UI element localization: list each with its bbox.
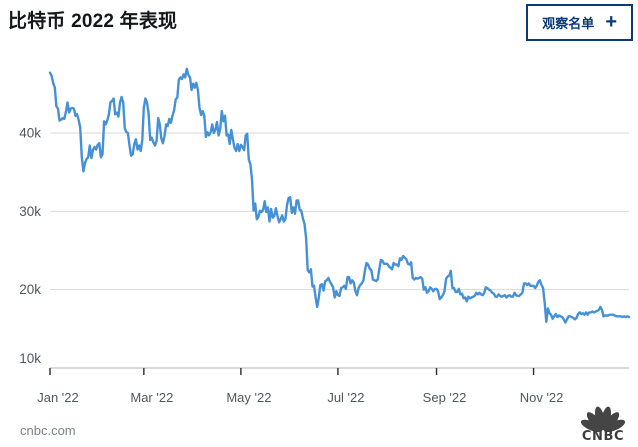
watchlist-button-label: 观察名单	[542, 16, 595, 31]
x-axis-label: Sep '22	[423, 390, 467, 405]
x-axis-label: May '22	[226, 390, 271, 405]
x-axis-label: Nov '22	[520, 390, 564, 405]
x-axis-label: Mar '22	[130, 390, 173, 405]
x-axis-label: Jan '22	[37, 390, 79, 405]
cnbc-logo: CNBC	[574, 406, 632, 444]
cnbc-peacock-icon	[580, 406, 626, 432]
source-credit: cnbc.com	[20, 423, 76, 438]
watchlist-button[interactable]: 观察名单 +	[526, 4, 633, 41]
y-axis-label: 10k	[19, 351, 41, 366]
y-axis-label: 40k	[19, 126, 41, 141]
x-axis-label: Jul '22	[327, 390, 364, 405]
plus-icon: +	[605, 10, 617, 33]
price-series-line	[48, 67, 631, 324]
y-axis-label: 30k	[19, 204, 41, 219]
cnbc-logo-text: CNBC	[581, 429, 625, 444]
y-axis-label: 20k	[19, 282, 41, 297]
page-title: 比特币 2022 年表现	[8, 11, 178, 32]
